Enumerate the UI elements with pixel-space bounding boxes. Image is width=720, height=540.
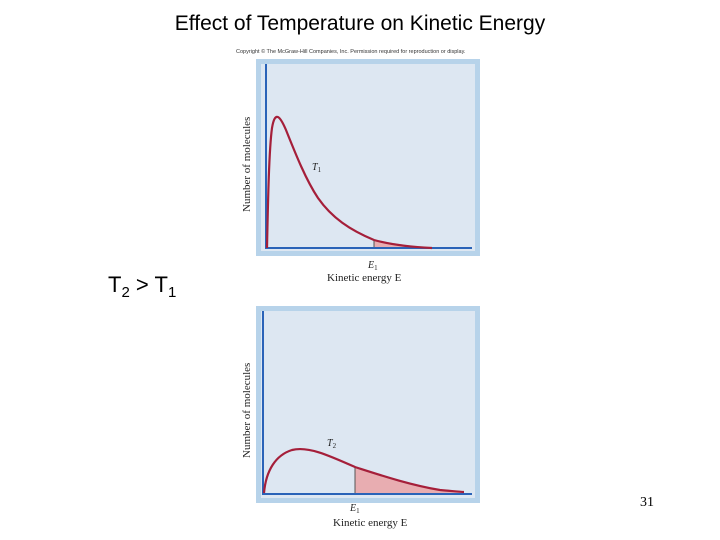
graph-t1-y-axis-label: Number of molecules [241,117,253,212]
slide-number: 31 [640,495,654,510]
t1-subscript: 1 [167,284,177,301]
graph-t2-curve [262,448,465,494]
t1-symbol: T [154,272,168,297]
graph-t1-curve-label: T1 [312,162,322,174]
graph-t1-threshold-label: E1 [367,260,378,272]
graph-t2-x-axis-label: Kinetic energy E [333,517,408,529]
graph-t2-plot-area [261,311,475,498]
t2-symbol: T [108,272,122,297]
graph-t2-shaded-area [355,467,464,494]
graph-t1-x-axis-label: Kinetic energy E [327,272,402,284]
temperature-relation: T2 > T1 [108,272,177,301]
slide-title: Effect of Temperature on Kinetic Energy [174,12,546,35]
graph-t2-y-axis-label: Number of molecules [241,363,253,458]
greater-than-sign: > [135,272,149,297]
t2-subscript: 2 [121,284,130,301]
graph-t2-threshold-label: E1 [349,503,360,515]
graph-t1-axes [265,64,472,249]
graph-t1-curve [265,115,433,250]
graph-t2-axes [262,311,472,495]
graph-t1-shaded-area [374,240,432,248]
graph-t2-curve-label: T2 [327,438,337,450]
copyright-notice: Copyright © The McGraw-Hill Companies, I… [236,49,466,55]
